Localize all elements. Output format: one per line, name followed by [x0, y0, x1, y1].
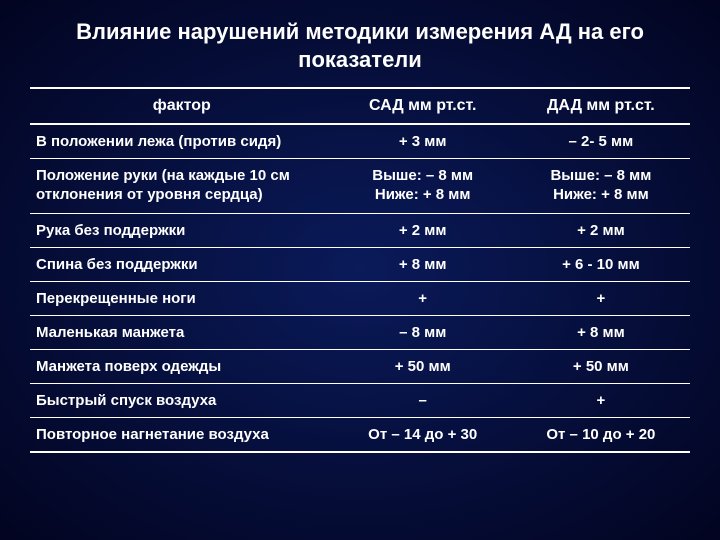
cell-factor: Маленькая манжета — [30, 315, 334, 349]
cell-dad: + 6 - 10 мм — [512, 247, 690, 281]
cell-sad: Выше: – 8 ммНиже: + 8 мм — [334, 159, 512, 214]
cell-factor: Рука без поддержки — [30, 213, 334, 247]
cell-sad: + 3 мм — [334, 124, 512, 159]
cell-factor: Манжета поверх одежды — [30, 349, 334, 383]
cell-factor: В положении лежа (против сидя) — [30, 124, 334, 159]
cell-dad: + 50 мм — [512, 349, 690, 383]
cell-factor: Спина без поддержки — [30, 247, 334, 281]
cell-dad: + 8 мм — [512, 315, 690, 349]
factors-table: фактор САД мм рт.ст. ДАД мм рт.ст. В пол… — [30, 87, 690, 453]
cell-sad: + 50 мм — [334, 349, 512, 383]
table-row: В положении лежа (против сидя) + 3 мм – … — [30, 124, 690, 159]
cell-sad: – 8 мм — [334, 315, 512, 349]
slide: Влияние нарушений методики измерения АД … — [0, 0, 720, 540]
cell-sad: – — [334, 383, 512, 417]
cell-factor: Повторное нагнетание воздуха — [30, 417, 334, 452]
table-row: Маленькая манжета – 8 мм + 8 мм — [30, 315, 690, 349]
table-row: Повторное нагнетание воздуха От – 14 до … — [30, 417, 690, 452]
cell-dad: От – 10 до + 20 — [512, 417, 690, 452]
cell-dad: + 2 мм — [512, 213, 690, 247]
slide-title: Влияние нарушений методики измерения АД … — [30, 18, 690, 73]
cell-dad: Выше: – 8 ммНиже: + 8 мм — [512, 159, 690, 214]
table-header-row: фактор САД мм рт.ст. ДАД мм рт.ст. — [30, 88, 690, 124]
col-header-dad: ДАД мм рт.ст. — [512, 88, 690, 124]
table-row: Перекрещенные ноги + + — [30, 281, 690, 315]
cell-sad: + 8 мм — [334, 247, 512, 281]
col-header-factor: фактор — [30, 88, 334, 124]
cell-sad: + 2 мм — [334, 213, 512, 247]
cell-dad: + — [512, 383, 690, 417]
cell-sad: + — [334, 281, 512, 315]
cell-sad: От – 14 до + 30 — [334, 417, 512, 452]
cell-factor: Перекрещенные ноги — [30, 281, 334, 315]
table-row: Спина без поддержки + 8 мм + 6 - 10 мм — [30, 247, 690, 281]
cell-factor: Быстрый спуск воздуха — [30, 383, 334, 417]
table-body: В положении лежа (против сидя) + 3 мм – … — [30, 124, 690, 452]
cell-dad: – 2- 5 мм — [512, 124, 690, 159]
cell-factor: Положение руки (на каждые 10 см отклонен… — [30, 159, 334, 214]
table-row: Положение руки (на каждые 10 см отклонен… — [30, 159, 690, 214]
cell-dad: + — [512, 281, 690, 315]
col-header-sad: САД мм рт.ст. — [334, 88, 512, 124]
table-row: Быстрый спуск воздуха – + — [30, 383, 690, 417]
table-row: Рука без поддержки + 2 мм + 2 мм — [30, 213, 690, 247]
table-row: Манжета поверх одежды + 50 мм + 50 мм — [30, 349, 690, 383]
